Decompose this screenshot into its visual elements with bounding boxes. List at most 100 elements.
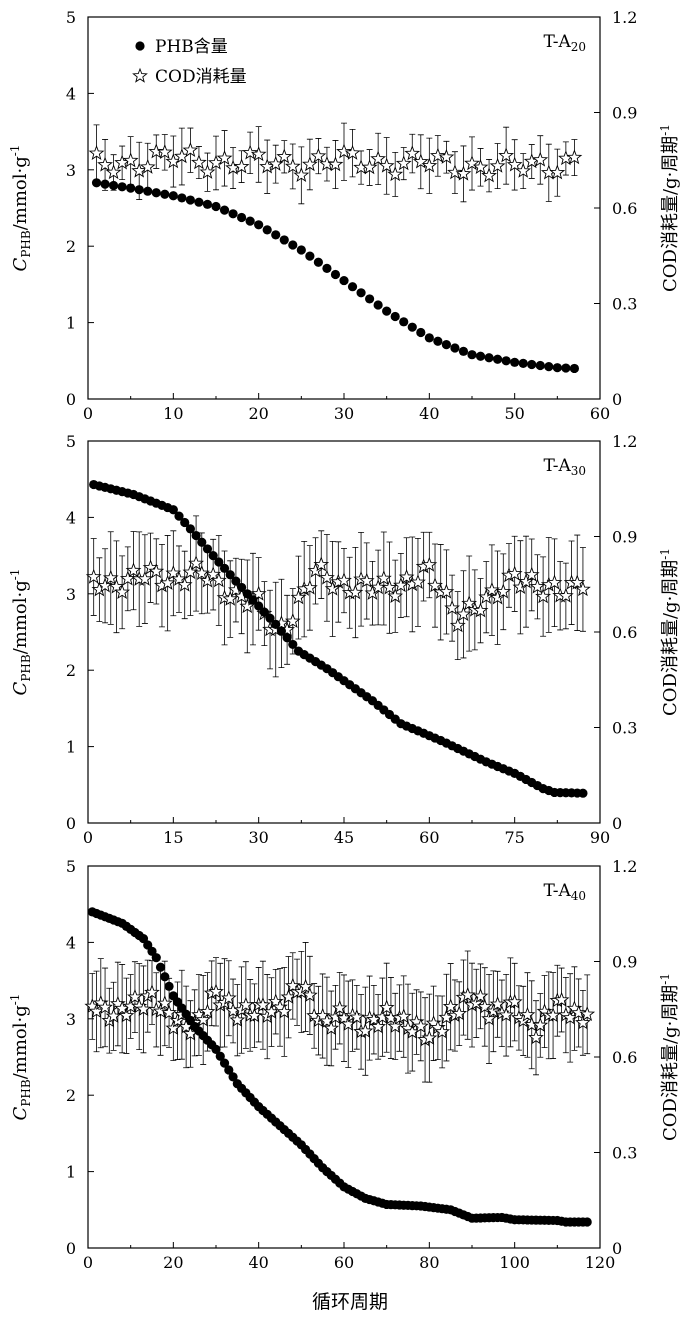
- cod-point: [165, 564, 182, 580]
- phb-point: [552, 363, 562, 373]
- phb-point: [194, 197, 204, 207]
- cod-point: [444, 599, 460, 615]
- cod-point: [171, 570, 187, 586]
- y-tick-label: 3: [66, 1010, 76, 1029]
- phb-point: [109, 180, 119, 191]
- cod-point: [434, 1023, 451, 1039]
- phb-point: [578, 788, 588, 798]
- y-tick-label: 4: [66, 508, 76, 527]
- cod-point: [438, 583, 455, 599]
- phb-point: [134, 185, 144, 195]
- phb-point: [100, 179, 110, 189]
- y-axis-label: CPHB/mmol·g-1: [8, 994, 33, 1121]
- cod-point: [569, 574, 586, 590]
- cod-point: [472, 988, 489, 1004]
- cod-point: [575, 581, 591, 597]
- phb-point: [174, 511, 184, 521]
- cod-point: [442, 998, 459, 1014]
- phb-point: [441, 340, 451, 350]
- phb-point: [484, 353, 494, 363]
- y-tick-label: 0: [66, 390, 76, 409]
- phb-point: [282, 633, 292, 643]
- cod-point: [319, 1012, 335, 1028]
- cod-point: [464, 155, 480, 171]
- cod-point: [472, 602, 489, 618]
- phb-point: [265, 613, 275, 623]
- phb-point: [475, 351, 486, 361]
- cod-point: [331, 999, 348, 1015]
- cod-point: [135, 1001, 152, 1017]
- phb-point: [271, 619, 281, 629]
- x-tick-label: 80: [419, 1253, 439, 1272]
- y2-axis-label: COD消耗量/g·周期-1: [658, 548, 681, 716]
- legend-phb-marker: [135, 41, 145, 51]
- cod-point: [97, 577, 113, 593]
- cod-point: [528, 1029, 544, 1045]
- phb-point: [219, 1058, 230, 1068]
- phb-point: [237, 212, 247, 223]
- cod-point: [122, 152, 139, 168]
- phb-point: [296, 245, 306, 255]
- cod-point: [336, 572, 352, 588]
- cod-point: [242, 144, 259, 160]
- chart-panel-2: 0 15 30 45 60 75 9001234500.30.60.91.2CPHB/mmo…: [8, 432, 681, 847]
- cod-point: [438, 148, 455, 164]
- cod-point: [546, 574, 563, 590]
- cod-point: [518, 573, 534, 589]
- phb-point: [211, 201, 221, 212]
- phb-point: [458, 346, 469, 356]
- x-tick-label: 60: [419, 828, 439, 847]
- cod-point: [532, 1017, 549, 1033]
- cod-point: [276, 1003, 293, 1019]
- cod-point: [545, 1007, 561, 1023]
- cod-point: [152, 1003, 169, 1019]
- phb-point: [365, 294, 375, 304]
- phb-series: [89, 479, 588, 798]
- phb-point: [117, 182, 127, 192]
- y2-tick-label: 0.3: [612, 1144, 637, 1163]
- cod-point: [323, 1020, 340, 1036]
- y-tick-label: 3: [66, 585, 76, 604]
- y2-tick-label: 0.9: [612, 528, 637, 547]
- cod-point: [523, 566, 540, 582]
- phb-point: [197, 537, 207, 547]
- y2-tick-label: 1.2: [612, 432, 637, 451]
- cod-point: [319, 569, 335, 585]
- y-tick-label: 2: [66, 237, 76, 256]
- cod-point: [210, 572, 227, 588]
- panel-tag: T-A30: [544, 456, 586, 478]
- cod-point: [284, 977, 301, 993]
- cod-point: [156, 144, 173, 160]
- legend: PHB含量 COD消耗量: [132, 37, 247, 87]
- phb-point: [493, 354, 503, 364]
- y2-tick-label: 0.6: [612, 199, 637, 218]
- cod-point: [188, 555, 204, 571]
- phb-point: [126, 183, 136, 193]
- phb-point: [143, 186, 153, 196]
- cod-point: [105, 164, 122, 180]
- cod-point: [575, 1014, 591, 1030]
- phb-point: [501, 356, 511, 366]
- phb-point: [254, 601, 264, 611]
- phb-point: [276, 626, 287, 636]
- cod-point: [579, 1005, 596, 1021]
- x-tick-label: 10: [163, 404, 183, 423]
- phb-point: [177, 193, 187, 203]
- y2-tick-label: 0.3: [612, 295, 637, 314]
- cod-point: [553, 991, 570, 1007]
- x-tick-label: 50: [504, 404, 524, 423]
- cod-point: [336, 143, 352, 159]
- phb-series: [91, 178, 580, 374]
- cod-point: [421, 157, 438, 173]
- cod-point: [205, 566, 222, 582]
- y-tick-label: 4: [66, 84, 76, 103]
- phb-point: [214, 557, 224, 567]
- phb-point: [288, 639, 298, 650]
- cod-point: [301, 156, 318, 172]
- x-tick-label: 40: [419, 404, 439, 423]
- phb-point: [450, 343, 460, 353]
- cod-point: [398, 568, 415, 584]
- cod-point: [347, 584, 364, 600]
- cod-series: [85, 555, 591, 637]
